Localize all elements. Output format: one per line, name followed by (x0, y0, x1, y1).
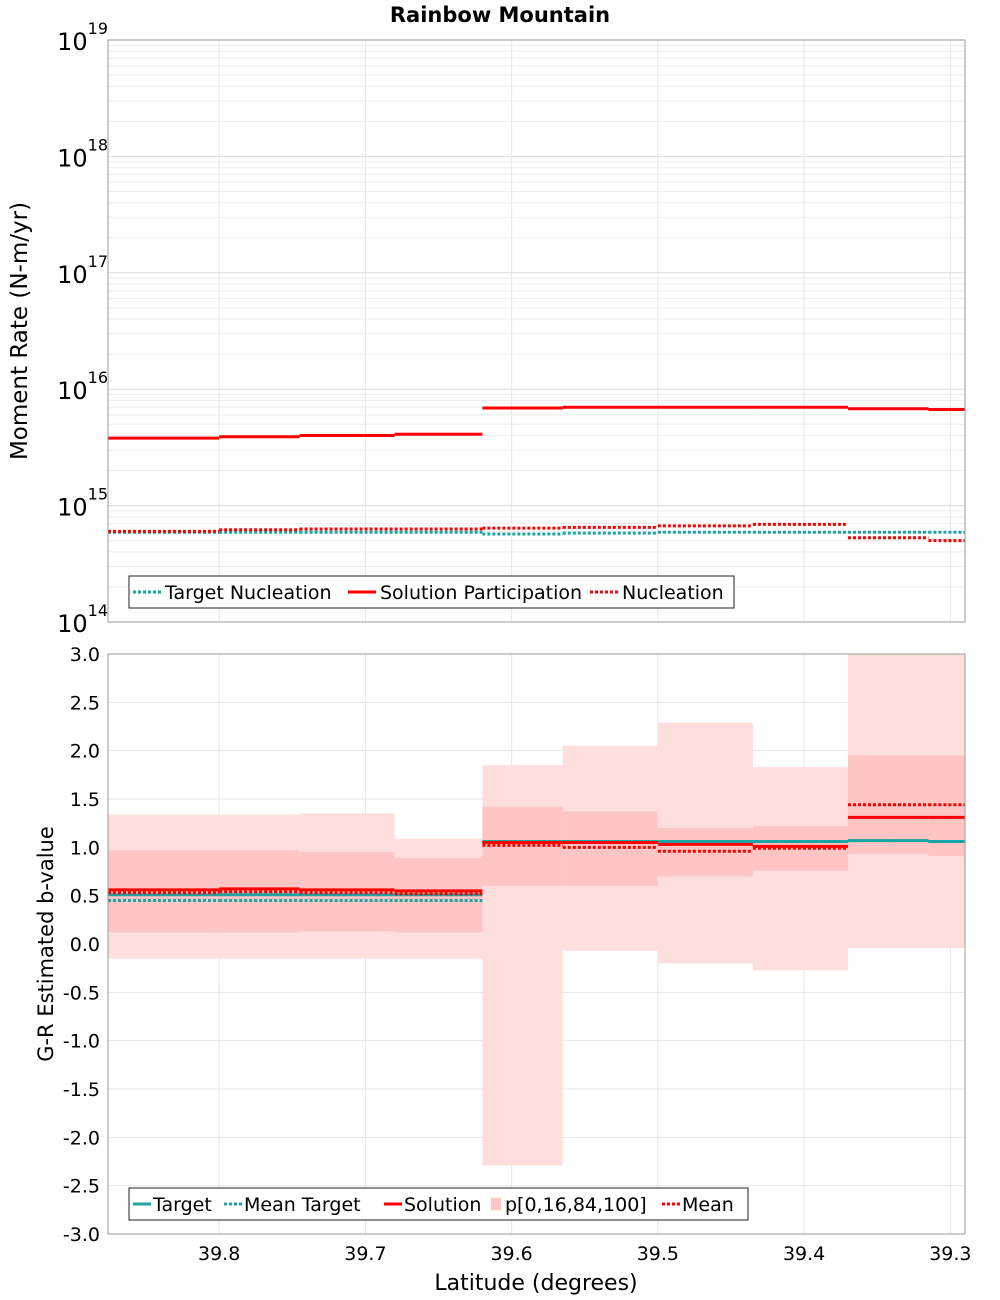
x-tick-label: 39.8 (198, 1243, 240, 1265)
x-tick-label: 39.3 (929, 1243, 971, 1265)
b-value-plot-frame (107, 653, 966, 1235)
y-tick-label: 2.0 (70, 741, 100, 763)
x-tick-label: 39.4 (783, 1243, 825, 1265)
legend-box (128, 1187, 749, 1221)
moment-rate-plot-frame (107, 39, 966, 623)
y-tick-label: 0.0 (70, 934, 100, 956)
y-tick-label: 1014 (57, 601, 108, 638)
y-tick-label: 2.5 (70, 692, 100, 714)
y-tick-label: -3.0 (63, 1224, 100, 1246)
y-tick-label: 1018 (57, 135, 108, 172)
x-tick-label: 39.7 (344, 1243, 386, 1265)
x-tick-label: 39.6 (490, 1243, 532, 1265)
legend-swatch (491, 1198, 501, 1210)
y-tick-label: 1.0 (70, 837, 100, 859)
y-tick-label: 1.5 (70, 789, 100, 811)
legend-label: Mean (682, 1194, 734, 1216)
y-tick-label: -1.0 (63, 1031, 100, 1053)
legend-box (128, 575, 735, 609)
legend-label: Solution Participation (380, 582, 582, 604)
legend-label: Nucleation (622, 582, 724, 604)
y-tick-label: 1019 (57, 19, 108, 56)
b-value-y-label: G-R Estimated b-value (34, 826, 58, 1062)
y-tick-label: 1017 (57, 252, 108, 289)
b-value-legend: Target Mean Target Solution p[0,16,84,100] M… (128, 1187, 749, 1221)
moment-rate-legend: Target Nucleation Solution Participation N… (128, 575, 735, 609)
moment-rate-panel: 1014 1015 1016 1017 1018 1019 Moment Rate (N-… (7, 19, 966, 638)
legend-label: Mean Target (244, 1194, 361, 1216)
y-tick-label: -1.5 (63, 1079, 100, 1101)
legend-label: Target Nucleation (164, 582, 332, 604)
b-value-panel: -3.0 -2.5 -2.0 -1.5 -1.0 -0.5 0.0 0.5 1.0 1.5 2.0 2… (34, 644, 972, 1296)
x-tick-label: 39.5 (637, 1243, 679, 1265)
legend-label: p[0,16,84,100] (505, 1194, 647, 1216)
legend-label: Solution (404, 1194, 481, 1216)
x-axis-label: Latitude (degrees) (434, 1271, 637, 1296)
y-tick-label: -0.5 (63, 982, 100, 1004)
legend-label: Target (152, 1194, 212, 1216)
y-tick-label: 1015 (57, 485, 108, 522)
chart-title: Rainbow Mountain (390, 3, 610, 27)
y-tick-label: 3.0 (70, 644, 100, 666)
y-tick-label: -2.5 (63, 1176, 100, 1198)
y-tick-label: -2.0 (63, 1127, 100, 1149)
y-tick-label: 1016 (57, 368, 108, 405)
moment-rate-y-label: Moment Rate (N-m/yr) (7, 202, 33, 460)
y-tick-label: 0.5 (70, 886, 100, 908)
